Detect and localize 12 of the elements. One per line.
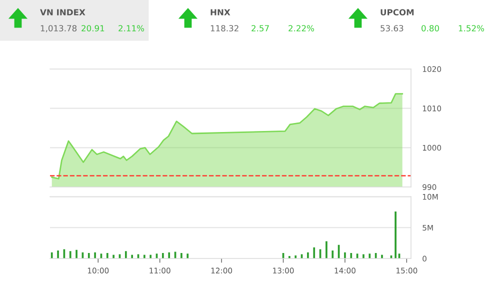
text: 1.52% — [458, 25, 484, 32]
text: 53.63 — [380, 25, 404, 32]
text: 118.32 — [210, 25, 238, 32]
text: 2.11% — [118, 25, 144, 32]
text: VN INDEX — [40, 9, 86, 16]
text: 0.80 — [422, 25, 439, 32]
text: UPCOM — [380, 9, 414, 16]
text: 2.22% — [288, 25, 314, 32]
text: 1,013.78 — [40, 25, 77, 32]
text: 20.91 — [82, 25, 104, 32]
text: 2.57 — [252, 25, 269, 32]
text: HNX — [210, 9, 230, 16]
